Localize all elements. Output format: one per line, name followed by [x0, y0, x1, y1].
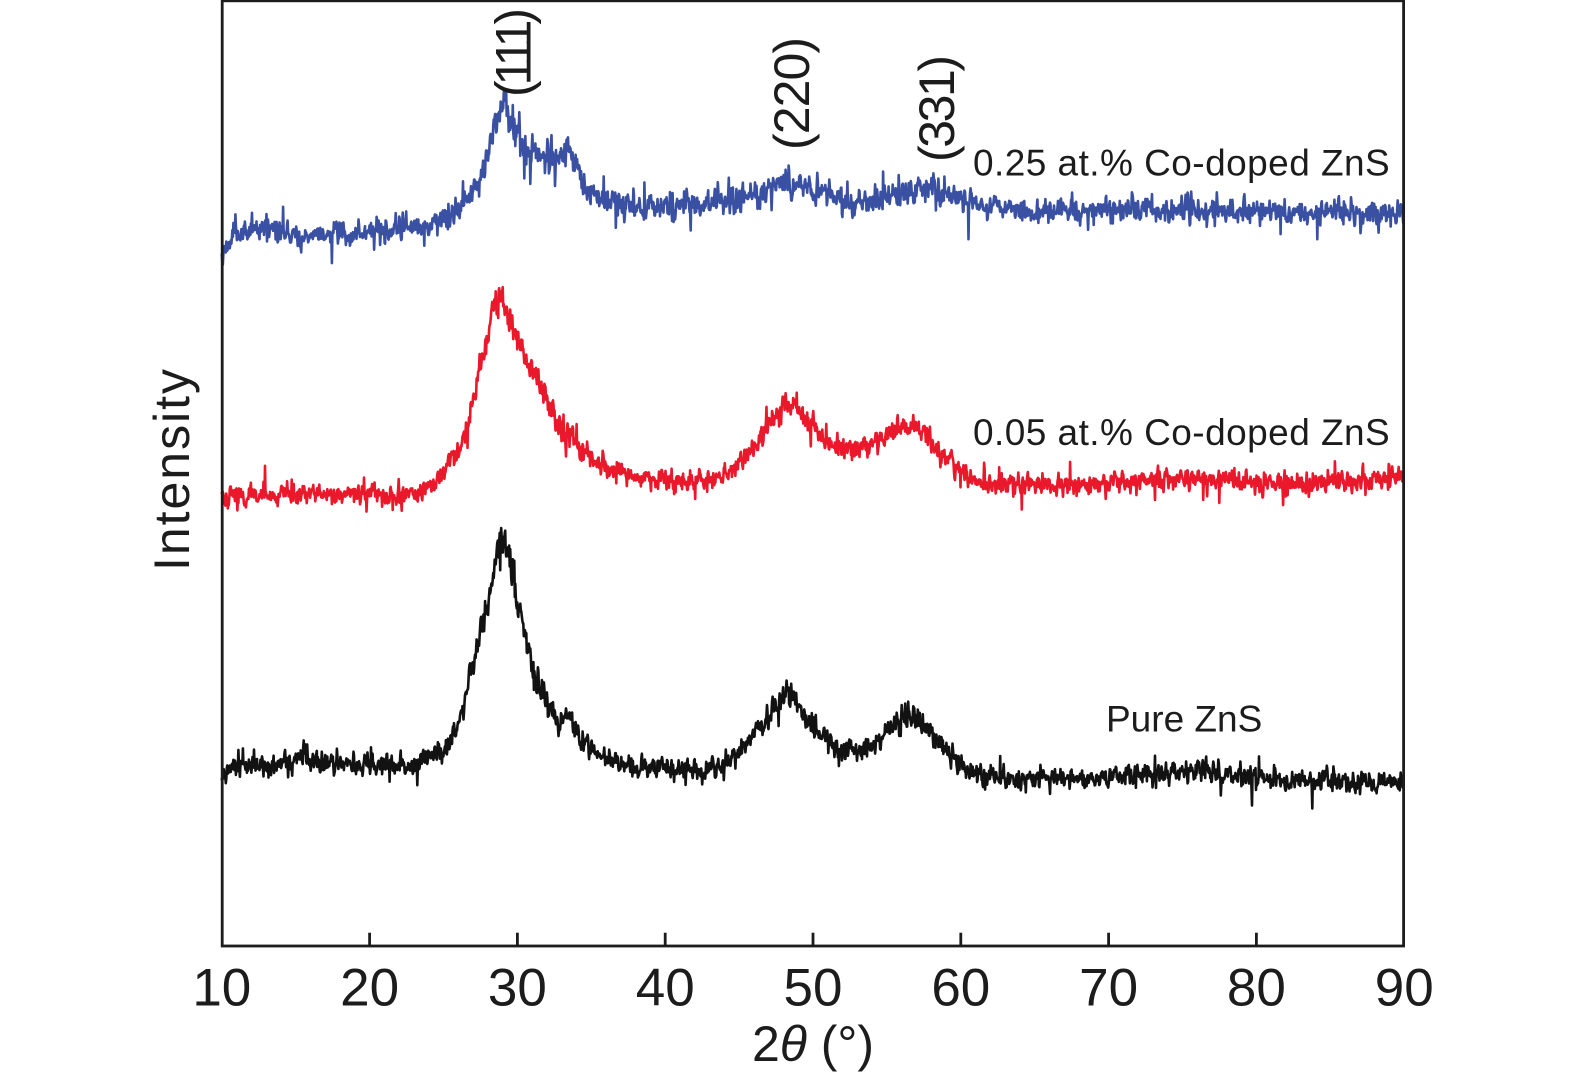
svg-text:10: 10 [192, 959, 251, 1018]
svg-text:(111): (111) [486, 8, 542, 97]
svg-text:0.25 at.% Co-doped ZnS: 0.25 at.% Co-doped ZnS [973, 143, 1390, 184]
svg-text:70: 70 [1079, 959, 1138, 1018]
svg-text:90: 90 [1375, 959, 1434, 1018]
svg-text:(220): (220) [764, 37, 820, 150]
svg-text:(331): (331) [909, 55, 965, 162]
svg-text:2θ (°): 2θ (°) [752, 1016, 874, 1072]
svg-text:80: 80 [1227, 959, 1286, 1018]
svg-text:30: 30 [488, 959, 547, 1018]
svg-text:Intensity: Intensity [144, 369, 200, 571]
svg-text:Pure ZnS: Pure ZnS [1106, 699, 1262, 740]
svg-text:50: 50 [784, 959, 843, 1018]
svg-text:40: 40 [636, 959, 695, 1018]
svg-text:20: 20 [340, 959, 399, 1018]
svg-text:60: 60 [931, 959, 990, 1018]
svg-text:0.05 at.% Co-doped ZnS: 0.05 at.% Co-doped ZnS [973, 412, 1390, 453]
